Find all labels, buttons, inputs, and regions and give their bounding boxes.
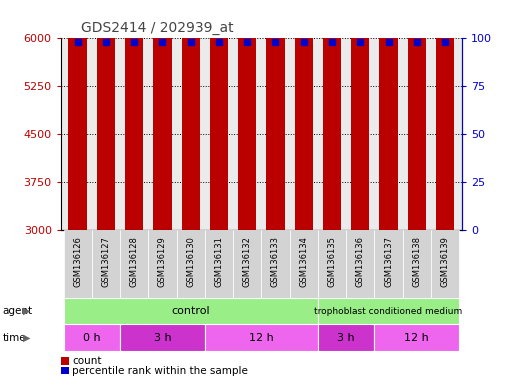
Text: GSM136133: GSM136133 bbox=[271, 236, 280, 287]
Text: GSM136126: GSM136126 bbox=[73, 236, 82, 286]
Text: GSM136135: GSM136135 bbox=[327, 236, 336, 286]
Text: percentile rank within the sample: percentile rank within the sample bbox=[72, 366, 248, 376]
Bar bbox=[266, 0, 285, 230]
Bar bbox=[69, 0, 87, 230]
Text: GSM136137: GSM136137 bbox=[384, 236, 393, 287]
Bar bbox=[125, 0, 144, 230]
Bar bbox=[403, 230, 431, 298]
Text: 3 h: 3 h bbox=[337, 333, 355, 343]
Text: control: control bbox=[172, 306, 210, 316]
Text: GSM136127: GSM136127 bbox=[101, 236, 110, 286]
Bar bbox=[351, 0, 370, 230]
Bar bbox=[436, 0, 454, 230]
Text: 12 h: 12 h bbox=[404, 333, 429, 343]
Bar bbox=[323, 0, 341, 230]
Bar bbox=[182, 24, 200, 230]
Bar bbox=[318, 298, 459, 324]
Text: GSM136134: GSM136134 bbox=[299, 236, 308, 286]
Bar bbox=[295, 0, 313, 230]
Text: ▶: ▶ bbox=[23, 333, 30, 343]
Bar bbox=[379, 0, 398, 230]
Bar bbox=[318, 324, 374, 351]
Text: GSM136132: GSM136132 bbox=[243, 236, 252, 286]
Bar bbox=[63, 230, 92, 298]
Bar bbox=[63, 324, 120, 351]
Bar bbox=[148, 230, 176, 298]
Text: count: count bbox=[72, 356, 102, 366]
Text: GSM136131: GSM136131 bbox=[214, 236, 223, 286]
Bar bbox=[233, 230, 261, 298]
Bar bbox=[374, 324, 459, 351]
Text: GSM136138: GSM136138 bbox=[412, 236, 421, 287]
Bar bbox=[408, 0, 426, 230]
Text: GSM136139: GSM136139 bbox=[440, 236, 449, 286]
Bar bbox=[431, 230, 459, 298]
Bar bbox=[290, 230, 318, 298]
Bar bbox=[176, 230, 205, 298]
Bar bbox=[97, 0, 115, 230]
Bar bbox=[120, 230, 148, 298]
Text: 0 h: 0 h bbox=[83, 333, 101, 343]
Text: GSM136128: GSM136128 bbox=[130, 236, 139, 286]
Bar bbox=[120, 324, 205, 351]
Text: ▶: ▶ bbox=[23, 306, 30, 316]
Bar bbox=[205, 230, 233, 298]
Bar bbox=[153, 0, 172, 230]
Bar bbox=[205, 324, 318, 351]
Bar bbox=[210, 0, 228, 230]
Text: trophoblast conditioned medium: trophoblast conditioned medium bbox=[314, 306, 463, 316]
Text: GDS2414 / 202939_at: GDS2414 / 202939_at bbox=[81, 21, 233, 35]
Bar bbox=[92, 230, 120, 298]
Text: 12 h: 12 h bbox=[249, 333, 274, 343]
Bar bbox=[238, 0, 257, 230]
Text: GSM136129: GSM136129 bbox=[158, 236, 167, 286]
Bar bbox=[261, 230, 290, 298]
Text: agent: agent bbox=[3, 306, 33, 316]
Text: time: time bbox=[3, 333, 26, 343]
Bar bbox=[63, 298, 318, 324]
Text: 3 h: 3 h bbox=[154, 333, 171, 343]
Text: GSM136130: GSM136130 bbox=[186, 236, 195, 286]
Bar bbox=[374, 230, 403, 298]
Text: GSM136136: GSM136136 bbox=[356, 236, 365, 287]
Bar bbox=[346, 230, 374, 298]
Bar bbox=[318, 230, 346, 298]
